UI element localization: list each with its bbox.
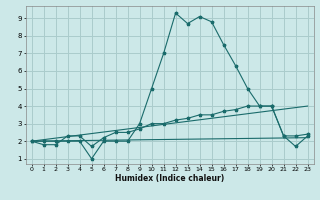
X-axis label: Humidex (Indice chaleur): Humidex (Indice chaleur) <box>115 174 224 183</box>
